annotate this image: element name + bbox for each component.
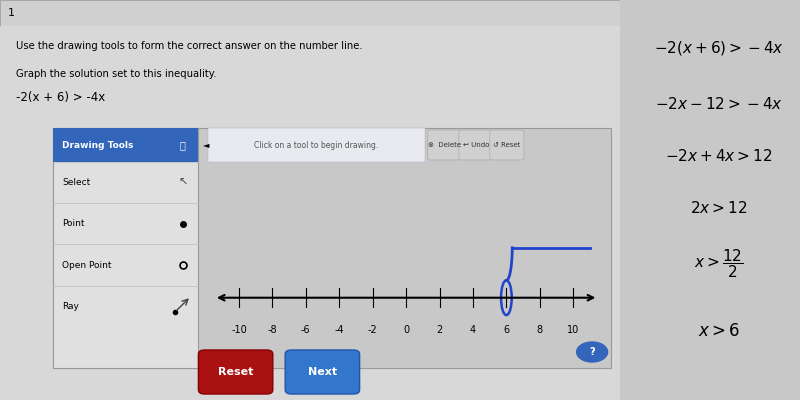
- Text: -4: -4: [334, 325, 344, 335]
- Text: -2(x + 6) > -4x: -2(x + 6) > -4x: [15, 92, 105, 104]
- Text: ↩ Undo: ↩ Undo: [462, 142, 489, 148]
- Text: 4: 4: [470, 325, 476, 335]
- Text: Reset: Reset: [218, 367, 254, 377]
- Text: -10: -10: [231, 325, 247, 335]
- Text: 1: 1: [7, 8, 14, 18]
- Text: $-2(x+6)>-4x$: $-2(x+6)>-4x$: [654, 39, 784, 57]
- Text: Drawing Tools: Drawing Tools: [62, 140, 134, 150]
- Text: $x>6$: $x>6$: [698, 324, 740, 340]
- Text: Use the drawing tools to form the correct answer on the number line.: Use the drawing tools to form the correc…: [15, 41, 362, 51]
- Text: Next: Next: [308, 367, 337, 377]
- Text: ◄: ◄: [203, 140, 210, 150]
- Circle shape: [577, 342, 608, 362]
- Text: ↺ Reset: ↺ Reset: [493, 142, 521, 148]
- FancyBboxPatch shape: [490, 130, 524, 160]
- Text: 0: 0: [403, 325, 409, 335]
- FancyBboxPatch shape: [285, 350, 360, 394]
- FancyBboxPatch shape: [0, 26, 620, 400]
- Text: -6: -6: [301, 325, 310, 335]
- Text: Open Point: Open Point: [62, 260, 111, 270]
- FancyBboxPatch shape: [0, 0, 620, 26]
- Text: $-2x+4x>12$: $-2x+4x>12$: [666, 148, 773, 164]
- FancyBboxPatch shape: [428, 130, 462, 160]
- Text: 🔧: 🔧: [180, 140, 186, 150]
- FancyBboxPatch shape: [53, 128, 610, 368]
- FancyBboxPatch shape: [198, 350, 273, 394]
- FancyBboxPatch shape: [53, 128, 198, 162]
- Text: -2: -2: [368, 325, 378, 335]
- Text: 8: 8: [537, 325, 543, 335]
- Text: Point: Point: [62, 219, 85, 228]
- Text: Ray: Ray: [62, 302, 79, 311]
- Text: ⊗  Delete: ⊗ Delete: [428, 142, 462, 148]
- Text: $x>\dfrac{12}{2}$: $x>\dfrac{12}{2}$: [694, 248, 744, 280]
- FancyBboxPatch shape: [459, 130, 493, 160]
- FancyBboxPatch shape: [53, 128, 198, 368]
- Text: ↖: ↖: [178, 178, 187, 188]
- Text: $2x>12$: $2x>12$: [690, 200, 748, 216]
- Text: ?: ?: [590, 347, 595, 357]
- Text: Graph the solution set to this inequality.: Graph the solution set to this inequalit…: [15, 69, 216, 79]
- FancyBboxPatch shape: [208, 128, 425, 162]
- Text: $-2x-12>-4x$: $-2x-12>-4x$: [655, 96, 783, 112]
- Text: Select: Select: [62, 178, 90, 187]
- Text: -8: -8: [267, 325, 278, 335]
- Text: 2: 2: [437, 325, 442, 335]
- Text: 10: 10: [567, 325, 579, 335]
- Text: Click on a tool to begin drawing.: Click on a tool to begin drawing.: [254, 140, 378, 150]
- Text: 6: 6: [503, 325, 510, 335]
